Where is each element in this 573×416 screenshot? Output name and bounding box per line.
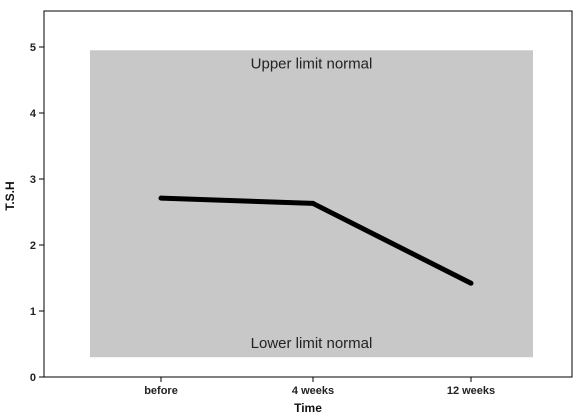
y-tick-label-0: 0 <box>30 372 36 384</box>
x-axis-title: Time <box>294 401 322 415</box>
x-axis: before 4 weeks 12 weeks <box>144 377 495 397</box>
y-tick-label-2: 2 <box>30 240 36 252</box>
data-point-1 <box>310 200 316 206</box>
y-axis-title: T.S.H <box>3 181 17 210</box>
y-tick-label-1: 1 <box>30 306 36 318</box>
y-axis: 0 1 2 3 4 5 <box>30 42 44 384</box>
lower-limit-label: Lower limit normal <box>251 335 373 352</box>
x-tick-label-0: before <box>144 385 178 397</box>
x-tick-label-2: 12 weeks <box>447 385 495 397</box>
data-point-0 <box>158 195 164 201</box>
upper-limit-label: Upper limit normal <box>251 55 373 72</box>
series-layer <box>158 195 474 286</box>
y-tick-label-5: 5 <box>30 42 36 54</box>
plot-area: Upper limit normal Lower limit normal <box>43 10 573 378</box>
y-tick-label-3: 3 <box>30 174 36 186</box>
data-point-2 <box>468 280 474 286</box>
x-tick-label-1: 4 weeks <box>292 385 334 397</box>
y-tick-label-4: 4 <box>30 108 37 120</box>
